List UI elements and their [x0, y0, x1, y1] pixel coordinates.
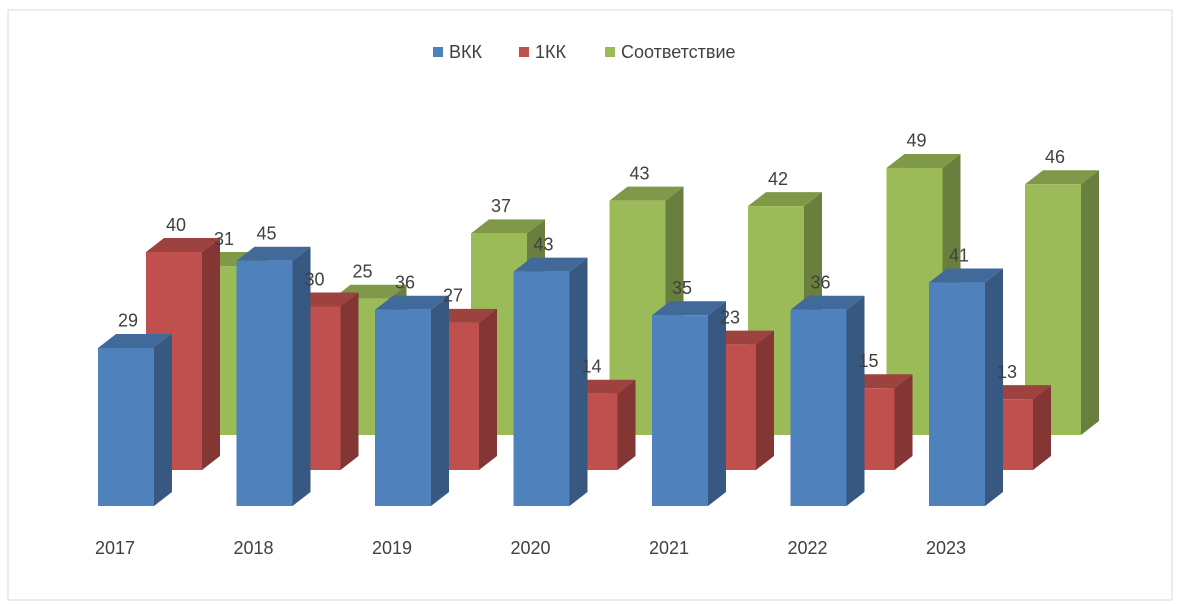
- data-label: 23: [720, 307, 740, 327]
- bar: [375, 295, 449, 506]
- bar: [790, 295, 865, 506]
- bar-side: [617, 379, 636, 470]
- x-tick-label: 2018: [233, 538, 273, 558]
- bar-side: [569, 257, 588, 506]
- bar-front: [652, 315, 708, 506]
- legend-swatch: [519, 47, 529, 57]
- bar: [513, 257, 588, 506]
- bar-side: [894, 374, 913, 470]
- data-label: 46: [1045, 147, 1065, 167]
- bar-top: [513, 257, 588, 272]
- bar-top: [609, 186, 684, 201]
- bar-front: [929, 282, 985, 506]
- bar: [236, 246, 311, 506]
- bar: [146, 238, 220, 470]
- bar-side: [1033, 385, 1051, 470]
- bar-top: [98, 333, 172, 348]
- data-label: 49: [906, 131, 926, 151]
- legend-swatch: [605, 47, 615, 57]
- x-tick-label: 2017: [95, 538, 135, 558]
- legend-swatch: [433, 47, 443, 57]
- data-label: 37: [491, 196, 511, 216]
- bar: [929, 268, 1003, 506]
- data-label: 42: [768, 169, 788, 189]
- x-tick-label: 2019: [372, 538, 412, 558]
- bar-top: [886, 153, 961, 168]
- bar-side: [431, 295, 449, 506]
- bar-side: [292, 246, 311, 506]
- data-label: 40: [166, 215, 186, 235]
- bar-side: [479, 308, 497, 470]
- data-label: 31: [214, 229, 234, 249]
- bar-top: [375, 295, 449, 310]
- bar-top: [748, 192, 822, 207]
- bar-side: [756, 330, 774, 470]
- data-label: 30: [304, 269, 324, 289]
- bar-front: [236, 260, 293, 506]
- bar-top: [790, 295, 865, 310]
- bar-side: [340, 292, 359, 470]
- data-label: 25: [352, 262, 372, 282]
- data-label: 36: [810, 273, 830, 293]
- bar: [652, 301, 726, 506]
- x-tick-label: 2022: [787, 538, 827, 558]
- data-label: 43: [629, 163, 649, 183]
- data-label: 43: [533, 234, 553, 254]
- legend-label: Соответствие: [621, 42, 736, 62]
- bar-front: [790, 309, 847, 506]
- bar-side: [846, 295, 865, 506]
- data-label: 27: [443, 286, 463, 306]
- bar-top: [1025, 170, 1099, 185]
- bar-side: [154, 333, 172, 506]
- bar-top: [652, 301, 726, 316]
- x-tick-label: 2023: [926, 538, 966, 558]
- bar-top: [146, 238, 220, 252]
- data-label: 13: [997, 362, 1017, 382]
- data-label: 45: [256, 224, 276, 244]
- data-label: 41: [949, 245, 969, 265]
- bar-side: [1081, 170, 1099, 436]
- bar-side: [708, 301, 726, 506]
- bar-top: [929, 268, 1003, 283]
- x-tick-label: 2021: [649, 538, 689, 558]
- bar: [98, 333, 172, 506]
- bar-front: [513, 271, 570, 506]
- legend-label: 1КК: [535, 42, 566, 62]
- bar-top: [471, 219, 545, 234]
- data-label: 36: [395, 273, 415, 293]
- bar-side: [985, 268, 1003, 506]
- legend-label: ВКК: [449, 42, 482, 62]
- bar-front: [375, 309, 431, 506]
- bar-front: [98, 347, 154, 506]
- data-label: 14: [581, 356, 601, 376]
- bar-top: [236, 246, 311, 261]
- data-label: 15: [858, 351, 878, 371]
- data-label: 29: [118, 311, 138, 331]
- x-tick-label: 2020: [510, 538, 550, 558]
- data-label: 35: [672, 278, 692, 298]
- bar-side: [202, 238, 220, 470]
